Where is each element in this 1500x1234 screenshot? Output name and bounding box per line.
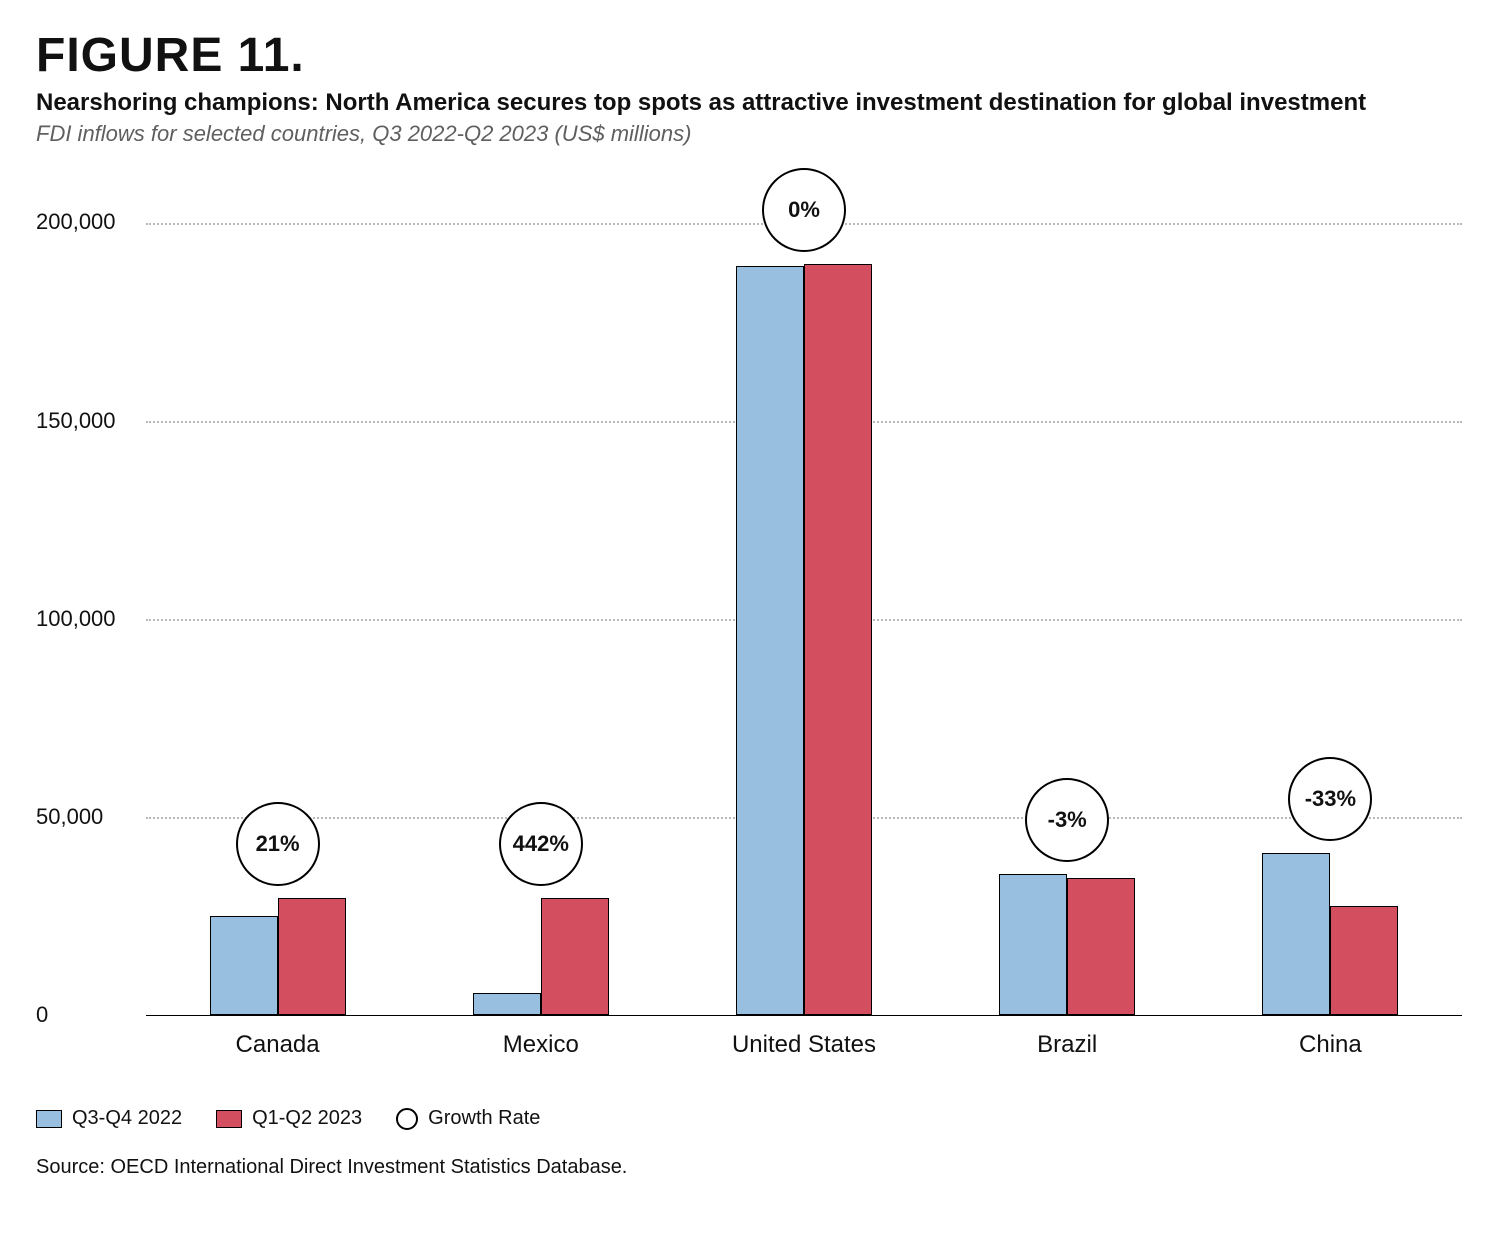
bar-series-2 [541, 898, 609, 1015]
y-tick-label: 0 [36, 1002, 48, 1028]
x-axis-line [146, 1015, 1462, 1016]
legend: Q3-Q4 2022 Q1-Q2 2023 Growth Rate [36, 1107, 1464, 1130]
x-category-label: China [1199, 1031, 1462, 1059]
legend-swatch [216, 1110, 242, 1128]
bar-series-2 [804, 264, 872, 1015]
growth-rate-badge: 0% [762, 168, 846, 252]
legend-item: Growth Rate [396, 1107, 540, 1130]
bar-chart: 21%Canada442%Mexico0%United States-3%Bra… [36, 183, 1464, 1093]
x-category-label: Brazil [936, 1031, 1199, 1059]
growth-rate-badge: -33% [1288, 757, 1372, 841]
legend-item: Q1-Q2 2023 [216, 1107, 362, 1130]
x-category-label: United States [672, 1031, 935, 1059]
y-tick-label: 100,000 [36, 606, 116, 632]
figure-title: Nearshoring champions: North America sec… [36, 89, 1464, 117]
bar-series-1 [999, 874, 1067, 1015]
bar-series-1 [473, 993, 541, 1015]
growth-rate-badge: 21% [236, 802, 320, 886]
figure-number: FIGURE 11. [36, 28, 1464, 83]
legend-circle-icon [396, 1108, 418, 1130]
bar-series-2 [1067, 878, 1135, 1015]
y-tick-label: 150,000 [36, 408, 116, 434]
x-category-label: Canada [146, 1031, 409, 1059]
bar-series-2 [1330, 906, 1398, 1015]
figure-subtitle: FDI inflows for selected countries, Q3 2… [36, 121, 1464, 147]
figure-container: FIGURE 11. Nearshoring champions: North … [0, 0, 1500, 1234]
y-tick-label: 50,000 [36, 804, 103, 830]
legend-swatch [36, 1110, 62, 1128]
legend-label: Q1-Q2 2023 [252, 1107, 362, 1130]
bar-series-2 [278, 898, 346, 1015]
growth-rate-badge: 442% [499, 802, 583, 886]
growth-rate-badge: -3% [1025, 778, 1109, 862]
x-category-label: Mexico [409, 1031, 672, 1059]
bar-series-1 [210, 916, 278, 1015]
legend-label: Q3-Q4 2022 [72, 1107, 182, 1130]
chart-wrap: 21%Canada442%Mexico0%United States-3%Bra… [36, 183, 1464, 1093]
legend-item: Q3-Q4 2022 [36, 1107, 182, 1130]
legend-label: Growth Rate [428, 1107, 540, 1130]
plot-area: 21%Canada442%Mexico0%United States-3%Bra… [146, 183, 1462, 1015]
bar-series-1 [736, 266, 804, 1015]
y-tick-label: 200,000 [36, 209, 116, 235]
bar-series-1 [1262, 853, 1330, 1015]
source-citation: Source: OECD International Direct Invest… [36, 1156, 1464, 1179]
